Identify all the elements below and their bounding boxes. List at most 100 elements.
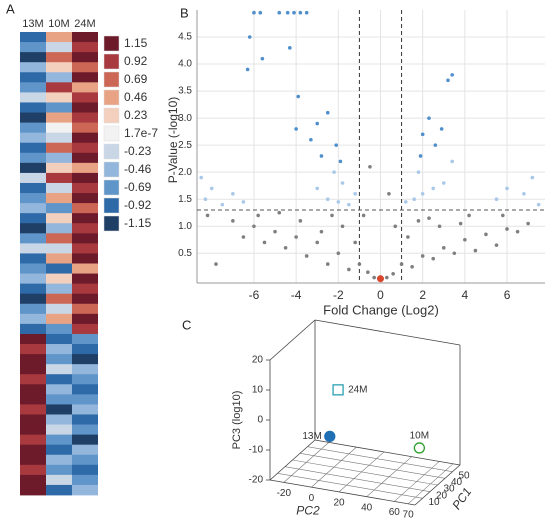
point — [273, 229, 277, 234]
x-tick-label: 2 — [419, 288, 426, 302]
point — [433, 143, 438, 147]
heat-cell — [46, 172, 72, 184]
heat-cell — [46, 223, 72, 234]
point — [319, 229, 324, 234]
point — [387, 192, 391, 196]
heat-cell — [72, 82, 98, 93]
point — [473, 248, 478, 253]
pc1-tick-label: 20 — [436, 490, 448, 501]
pc2-tick-label: -20 — [277, 488, 292, 499]
x-tick-label: 4 — [462, 288, 469, 302]
heat-cell — [72, 394, 98, 405]
point — [530, 175, 535, 180]
legend-label: -0.69 — [124, 180, 152, 194]
x-tick-label: 6 — [504, 288, 511, 302]
legend-swatch — [103, 125, 120, 142]
legend-label: 1.7e-7 — [124, 126, 158, 140]
point — [298, 219, 303, 223]
heat-cell — [20, 92, 46, 103]
heat-cell — [72, 152, 98, 164]
heat-cell — [20, 374, 46, 385]
heat-cell — [72, 92, 98, 103]
point — [505, 186, 509, 191]
y-tick-label: 1.0 — [178, 221, 192, 232]
point — [304, 10, 309, 15]
heat-cell — [46, 142, 72, 154]
legend-swatch — [103, 161, 120, 178]
point — [393, 224, 398, 229]
point — [450, 73, 455, 77]
floor-grid-line — [284, 466, 431, 492]
point — [309, 137, 313, 142]
heat-cell — [72, 273, 98, 285]
point — [325, 110, 330, 115]
point — [334, 143, 339, 147]
heat-cell — [72, 122, 98, 134]
legend-label: 0.23 — [124, 108, 148, 122]
heat-cell — [20, 333, 46, 345]
point — [258, 10, 263, 15]
point — [357, 262, 362, 266]
heat-cell — [72, 313, 98, 325]
column-label: 10M — [48, 18, 69, 30]
heat-cell — [72, 233, 98, 244]
heat-cell — [20, 72, 46, 83]
point — [277, 210, 282, 215]
point — [252, 224, 256, 229]
y-tick-label: 2.5 — [178, 140, 192, 151]
heat-cell — [72, 132, 98, 144]
x-axis-label: PC2 — [296, 504, 320, 518]
legend-swatch — [103, 89, 120, 106]
heat-cell — [20, 253, 46, 264]
point — [231, 192, 235, 196]
heat-cell — [20, 172, 46, 184]
heat-cell — [72, 182, 98, 194]
point — [214, 262, 218, 266]
point — [406, 235, 410, 239]
heat-cell — [72, 303, 98, 315]
point — [385, 275, 389, 280]
heat-cell — [72, 333, 98, 345]
legend-label: 0.92 — [124, 54, 148, 68]
floor-grid-line — [299, 453, 446, 479]
y-tick-label: 3.5 — [178, 86, 192, 97]
heat-cell — [46, 303, 72, 315]
pc1-tick-label: 10 — [429, 497, 441, 508]
point — [315, 186, 320, 191]
point — [431, 256, 436, 261]
floor-grid-line — [307, 446, 453, 472]
heat-cell — [20, 122, 46, 134]
z-tick-label: -10 — [249, 445, 264, 456]
z-tick-label: 0 — [257, 415, 263, 426]
point — [298, 10, 303, 15]
point — [332, 384, 344, 396]
point — [292, 10, 296, 15]
heat-cell — [46, 243, 72, 254]
heat-cell — [72, 374, 98, 385]
point — [505, 227, 509, 231]
column-label: 24M — [74, 18, 95, 30]
point — [372, 275, 376, 280]
point — [205, 213, 210, 218]
heat-cell — [46, 283, 72, 295]
heat-cell — [46, 253, 72, 264]
point — [368, 164, 372, 169]
box-edge — [269, 319, 316, 361]
heat-cell — [46, 444, 72, 456]
pc2-tick-label: 40 — [361, 502, 373, 513]
heat-cell — [46, 52, 72, 63]
heat-cell — [20, 283, 46, 295]
heat-cell — [72, 434, 98, 446]
heat-cell — [72, 404, 98, 415]
floor-grid-line — [292, 459, 438, 486]
panel-label: B — [180, 5, 189, 20]
legend-swatch — [103, 143, 120, 160]
point — [458, 221, 463, 226]
point — [526, 221, 530, 226]
heat-cell — [72, 253, 98, 264]
legend-label: 1.15 — [124, 36, 148, 50]
floor-grid-line — [277, 473, 423, 499]
heat-cell — [20, 364, 46, 375]
point — [330, 213, 334, 218]
pc2-tick-label: 0 — [309, 493, 315, 504]
